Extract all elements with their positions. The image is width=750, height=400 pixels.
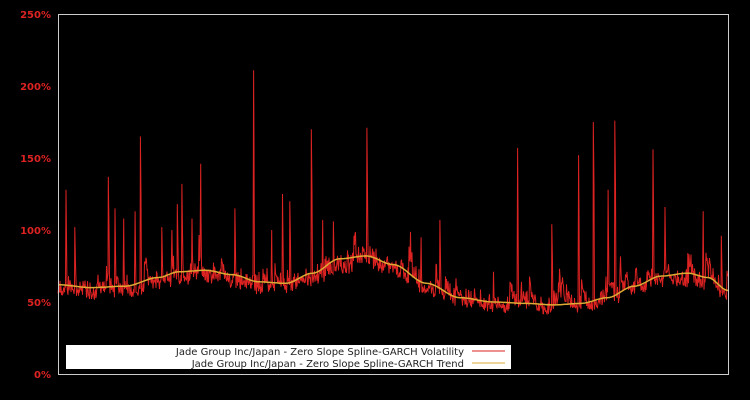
legend-label-trend: Jade Group Inc/Japan - Zero Slope Spline… [191,359,464,370]
legend: Jade Group Inc/Japan - Zero Slope Spline… [66,345,511,370]
legend-box [66,345,511,369]
plot-area [57,70,729,316]
plot-frame [58,14,729,375]
y-axis: 0% 50% 100% 150% 200% 250% [20,10,51,381]
y-tick-label: 0% [34,370,51,381]
legend-label-volatility: Jade Group Inc/Japan - Zero Slope Spline… [175,347,464,358]
trend-line [57,255,729,306]
y-tick-label: 250% [20,10,51,21]
y-tick-label: 50% [27,298,51,309]
y-tick-label: 150% [20,154,51,165]
y-tick-label: 100% [20,226,51,237]
y-tick-label: 200% [20,82,51,93]
